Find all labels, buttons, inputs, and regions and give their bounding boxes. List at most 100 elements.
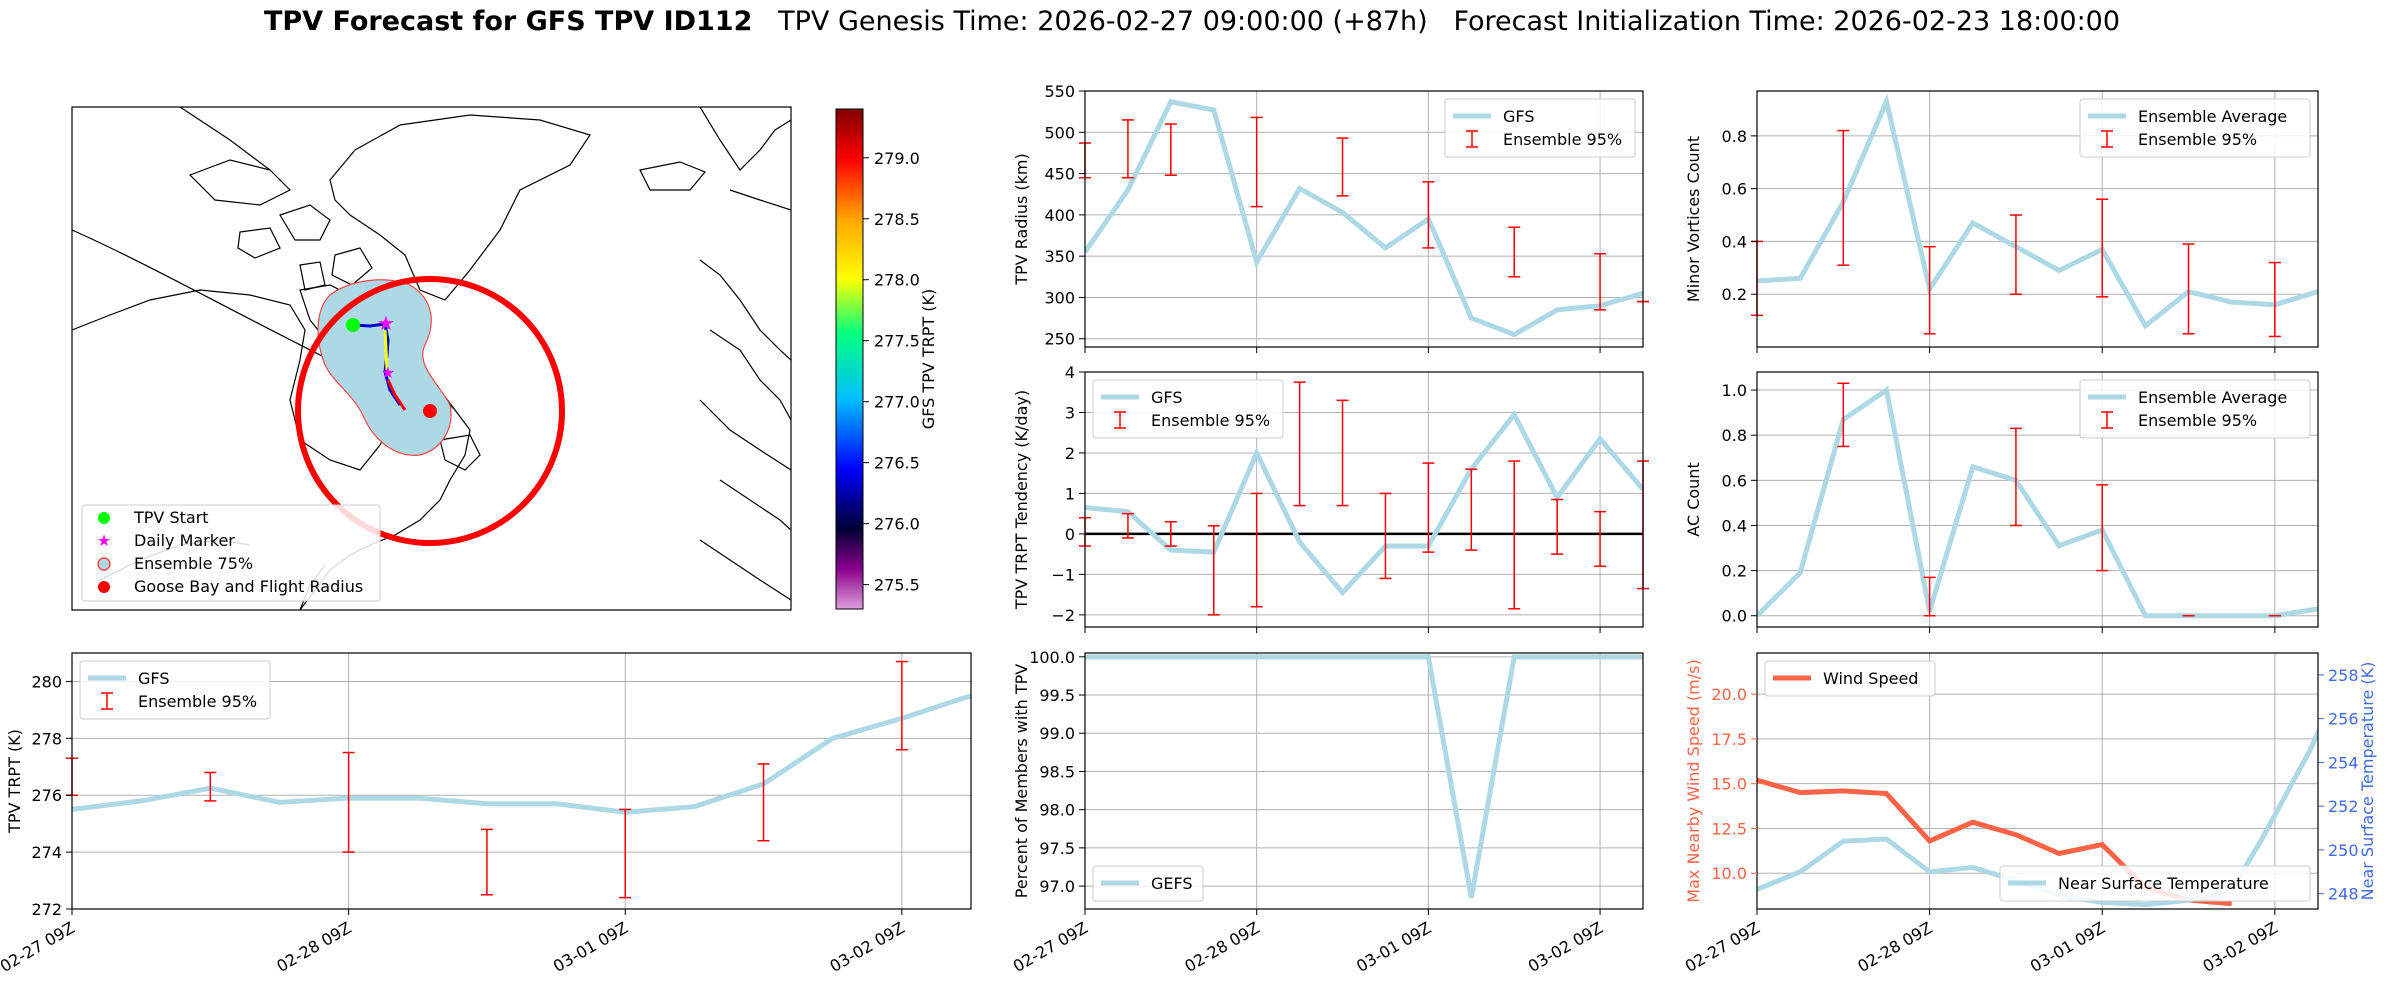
y-tick-label: 3 (1065, 403, 1075, 422)
y-tick-label: 98.0 (1039, 801, 1075, 820)
colorbar-tick-label: 279.0 (874, 149, 920, 168)
y-tick-label: 12.5 (1711, 819, 1747, 838)
x-tick-label: 03-01 09Z (1353, 918, 1434, 976)
y-tick-label: 98.5 (1039, 762, 1075, 781)
series-line (1757, 385, 2318, 619)
y-tick-label: 272 (31, 900, 62, 919)
y-right-tick-label: 256 (2328, 710, 2359, 729)
axes-frame (1084, 371, 1644, 628)
y-tick-label: 97.0 (1039, 877, 1075, 896)
legend-label: Ensemble 95% (1503, 130, 1622, 149)
title-init: Forecast Initialization Time: 2026-02-23… (1453, 6, 2121, 37)
legend-label: Wind Speed (1823, 669, 1918, 688)
x-tick-label: 02-28 09Z (273, 918, 354, 976)
y-tick-label: 2 (1065, 444, 1075, 463)
series-line (72, 693, 971, 815)
x-tick-label: 03-02 09Z (827, 918, 908, 976)
y-tick-label: −2 (1051, 606, 1075, 625)
x-tick-label: 02-28 09Z (1181, 918, 1262, 976)
tendency-chart: GFS Ensemble 95% −2 −1 0 1 2 3 4 TPV TRPT Tendenc… (1012, 363, 1649, 633)
y-axis-label: AC Count (1684, 462, 1703, 536)
tpv-start-marker (346, 318, 360, 332)
y-tick-label: 400 (1044, 206, 1075, 225)
y-tick-label: 0.4 (1722, 232, 1747, 251)
x-tick-label: 03-02 09Z (1525, 918, 1606, 976)
daily-marker: ★ (377, 311, 395, 335)
legend-label: Daily Marker (134, 531, 235, 550)
percent-members-chart: GEFS 97.0 97.5 98.0 98.5 99.0 99.5 100.0Percent… (1010, 648, 1644, 976)
y-tick-label: 0.6 (1722, 180, 1747, 199)
map-legend: TPV Start ★ Daily Marker Ensemble 75% Go… (81, 504, 381, 602)
legend-label: GFS (1151, 388, 1182, 407)
x-tick-label: 02-27 09Z (0, 918, 78, 976)
colorbar-tick-label: 275.5 (874, 576, 920, 595)
daily-marker: ★ (381, 363, 395, 382)
x-tick-label: 03-02 09Z (2200, 918, 2281, 976)
y-tick-label: 350 (1044, 247, 1075, 266)
colorbar-tick-label: 276.5 (874, 454, 920, 473)
y-tick-label: 15.0 (1711, 775, 1747, 794)
y-tick-label: 278 (31, 729, 62, 748)
y-axis-label: Minor Vortices Count (1684, 136, 1703, 302)
y-tick-label: 1 (1065, 484, 1075, 503)
series-line (1085, 654, 1643, 898)
title-bold: TPV Forecast for GFS TPV ID112 (263, 6, 753, 37)
y-tick-label: 4 (1065, 363, 1075, 382)
y-tick-label: 0.2 (1722, 562, 1747, 581)
tpv-track-warm (383, 329, 389, 371)
y-axis-label: Max Nearby Wind Speed (m/s) (1684, 659, 1703, 902)
legend-box (2079, 98, 2311, 158)
y-tick-label: 99.5 (1039, 686, 1075, 705)
y-tick-label: 97.5 (1039, 839, 1075, 858)
axes-frame (1756, 371, 2319, 628)
colorbar-gradient (835, 108, 864, 610)
legend-box (1764, 660, 1936, 697)
x-tick-label: 03-01 09Z (2027, 918, 2108, 976)
x-tick-label: 02-27 09Z (1010, 918, 1091, 976)
y-tick-label: 10.0 (1711, 864, 1747, 883)
y-tick-label: 300 (1044, 288, 1075, 307)
y-tick-label: 0.6 (1722, 471, 1747, 490)
legend-label: Near Surface Temperature (2058, 874, 2269, 893)
y-tick-label: 0.4 (1722, 516, 1747, 535)
colorbar-tick-label: 277.0 (874, 393, 920, 412)
legend-label: Ensemble 75% (134, 554, 253, 573)
y-tick-label: 0.8 (1722, 426, 1747, 445)
ac-count-chart: Ensemble Average Ensemble 95% 0.0 0.2 0.4 0.6… (1684, 371, 2319, 633)
y-tick-label: 0.2 (1722, 285, 1747, 304)
y-right-axis-label: Near Surface Temperature (K) (2358, 662, 2377, 901)
legend-label: Goose Bay and Flight Radius (134, 577, 363, 596)
y-axis-label: TPV Radius (km) (1012, 153, 1031, 286)
legend-label: Ensemble 95% (138, 692, 257, 711)
legend-label: Ensemble Average (2138, 107, 2287, 126)
colorbar-label: GFS TPV TRPT (K) (919, 289, 938, 429)
tpv-track (352, 322, 402, 406)
y-tick-label: 99.0 (1039, 724, 1075, 743)
legend-label: TPV Start (133, 508, 209, 527)
series-line (1085, 98, 1643, 338)
legend-label: GEFS (1151, 874, 1193, 893)
axes-frame (71, 652, 972, 910)
y-tick-label: 100.0 (1029, 648, 1075, 667)
legend-label: Ensemble 95% (1151, 411, 1270, 430)
y-axis-label: TPV TRPT (K) (5, 729, 24, 834)
axes-frame (1084, 652, 1644, 910)
colorbar-tick-label: 278.5 (874, 210, 920, 229)
tpv-track-hot (386, 379, 407, 411)
goose-bay-marker (423, 404, 437, 418)
y-right-tick-label: 250 (2328, 841, 2359, 860)
legend-label: Ensemble 95% (2138, 130, 2257, 149)
y-axis-label: TPV TRPT Tendency (K/day) (1012, 390, 1031, 610)
y-tick-label: 250 (1044, 330, 1075, 349)
y-tick-label: 276 (31, 786, 62, 805)
legend-box (1999, 865, 2311, 902)
legend-star-icon: ★ (97, 531, 111, 550)
legend-goose-icon (98, 581, 110, 593)
y-tick-label: 500 (1044, 123, 1075, 142)
legend-box (1444, 98, 1636, 158)
colorbar-tick-label: 277.5 (874, 332, 920, 351)
y-tick-label: 0.8 (1722, 127, 1747, 146)
y-axis-label: Percent of Members with TPV (1012, 664, 1031, 898)
